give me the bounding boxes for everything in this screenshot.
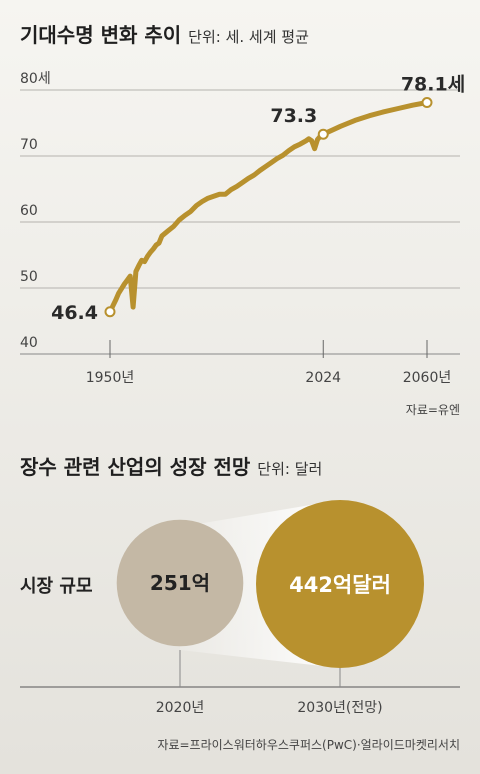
y-tick-label: 70 (20, 137, 38, 153)
life-expectancy-title: 기대수명 변화 추이 (20, 23, 181, 47)
bubble-2020-value: 251억 (150, 571, 210, 595)
x-tick-label: 2024 (305, 370, 341, 386)
market-size-label: 시장 규모 (20, 576, 93, 597)
longevity-industry-source: 자료=프라이스워터하우스쿠퍼스(PwC)·얼라이드마켓리서치 (157, 738, 460, 752)
data-point-marker (421, 97, 433, 109)
bubble-2020-category: 2020년 (156, 700, 205, 716)
longevity-industry-title: 장수 관련 산업의 성장 전망 (20, 455, 251, 479)
bubble-2030 (256, 500, 424, 668)
y-tick-label: 80세 (20, 71, 51, 87)
longevity-industry-bubble-chart: 251억 442억달러 시장 규모 2020년 2030년(전망) (20, 500, 460, 716)
bubble-2030-category: 2030년(전망) (297, 700, 382, 716)
data-point-label: 78.1세 (401, 74, 465, 96)
life-expectancy-header: 기대수명 변화 추이 단위: 세. 세계 평균 (20, 23, 309, 47)
longevity-industry-header: 장수 관련 산업의 성장 전망 단위: 달러 (20, 455, 322, 479)
y-tick-label: 50 (20, 269, 38, 285)
x-tick-label: 1950년 (86, 370, 135, 386)
life-expectancy-unit: 단위: 세. 세계 평균 (188, 28, 309, 46)
data-point-marker (104, 306, 116, 318)
bubble-2030-value: 442억달러 (289, 573, 391, 597)
x-tick-label: 2060년 (403, 370, 452, 386)
life-expectancy-line-chart: 80세 70 60 50 40 46.4 73.3 78.1세 1950년 2024 2060년 (20, 71, 465, 386)
y-tick-label: 40 (20, 335, 38, 351)
life-expectancy-series-line (107, 100, 430, 315)
data-point-label: 46.4 (51, 302, 98, 324)
bubble-2020 (116, 519, 244, 647)
y-tick-label: 60 (20, 203, 38, 219)
data-point-marker (317, 128, 329, 140)
life-expectancy-source: 자료=유엔 (406, 403, 460, 417)
data-point-label: 73.3 (270, 105, 317, 127)
longevity-industry-unit: 단위: 달러 (257, 460, 322, 478)
